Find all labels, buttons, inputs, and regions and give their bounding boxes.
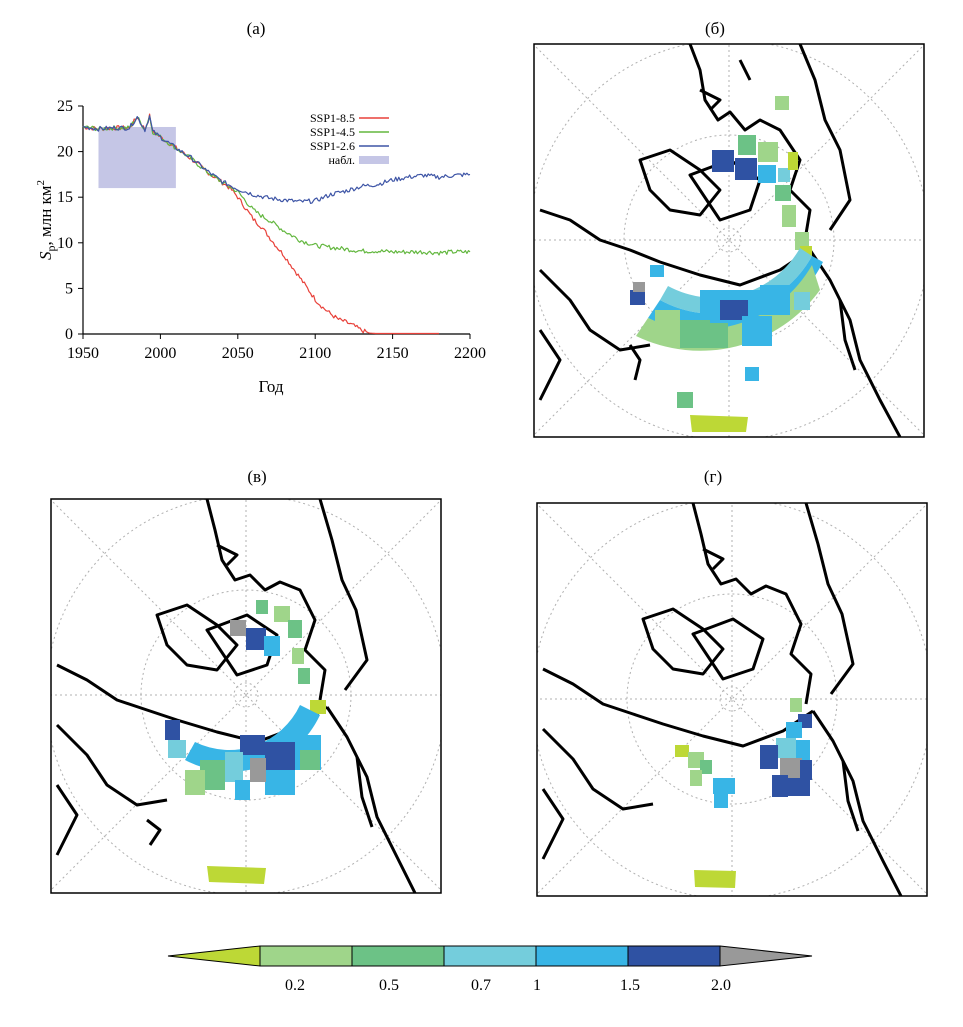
map-v-grid (51, 499, 441, 893)
y-axis-label-rest: , млн км (36, 185, 55, 245)
legend: SSP1-8.5 SSP1-4.5 SSP1-2.6 набл. (310, 111, 389, 167)
panel-g: (г) (536, 467, 928, 897)
panel-a: (а) 1950 2000 2050 2100 2150 2200 0 5 10 15 20 25 Г… (35, 19, 486, 396)
x-tick-label: 2050 (222, 345, 254, 362)
colorbar-tick: 0.2 (285, 977, 305, 994)
series-line-SSP1-2.6 (82, 115, 471, 204)
panel-g-label: (г) (704, 467, 722, 486)
colorbar-tick: 1.5 (620, 977, 640, 994)
legend-label-ssp45: SSP1-4.5 (310, 125, 355, 139)
map-g-cells (675, 698, 812, 888)
map-b-coastlines (538, 44, 902, 437)
y-axis-label-sup: 2 (35, 180, 47, 186)
map-b-cells (630, 96, 823, 432)
y-tick-label: 10 (57, 235, 73, 252)
y-tick-label: 5 (65, 280, 73, 297)
colorbar-tick: 2.0 (711, 977, 731, 994)
line-chart: 1950 2000 2050 2100 2150 2200 0 5 10 15 20 25 (57, 98, 486, 362)
colorbar-tick: 1 (533, 977, 541, 994)
y-axis-label-sub: р (44, 246, 58, 252)
panel-a-label: (а) (247, 19, 266, 38)
colorbar-extend-low (167, 945, 261, 967)
colorbar-segment-5 (627, 945, 721, 967)
x-tick-label: 2150 (377, 345, 409, 362)
legend-label-ssp26: SSP1-2.6 (310, 139, 355, 153)
colorbar-tick: 0.7 (471, 977, 491, 994)
map-v-frame (50, 498, 442, 894)
map-b-grid (534, 44, 924, 437)
y-axis-label: Sр, млн км2 (35, 180, 58, 260)
y-tick-label: 0 (65, 326, 73, 343)
colorbar-segment-1 (259, 945, 353, 967)
x-axis-label: Год (259, 377, 284, 396)
panel-v: (в) (50, 467, 442, 894)
colorbar-segment-4 (535, 945, 629, 967)
map-g-grid (537, 503, 927, 896)
map-g-frame (536, 502, 928, 897)
colorbar-tick: 0.5 (379, 977, 399, 994)
y-axis-label-main: S (36, 251, 55, 260)
map-g (537, 503, 927, 896)
map-b-frame (533, 43, 925, 438)
y-tick-label: 25 (57, 98, 73, 115)
panel-v-label: (в) (247, 467, 266, 486)
y-tick-label: 20 (57, 144, 73, 161)
map-b (534, 44, 924, 437)
legend-swatch-obs (359, 156, 389, 164)
colorbar-extend-high (719, 945, 813, 967)
map-v (51, 499, 441, 893)
legend-label-obs: набл. (328, 153, 355, 167)
x-tick-label: 2200 (454, 345, 486, 362)
x-tick-label: 1950 (67, 345, 99, 362)
observed-band (98, 126, 176, 189)
map-v-cells (165, 600, 326, 884)
x-tick-label: 2000 (144, 345, 176, 362)
colorbar-segment-2 (351, 945, 445, 967)
map-g-coastlines (541, 503, 903, 896)
legend-label-ssp85: SSP1-8.5 (310, 111, 355, 125)
panel-b: (б) (533, 19, 925, 438)
x-tick-label: 2100 (299, 345, 331, 362)
y-tick-label: 15 (57, 189, 73, 206)
colorbar-segment-3 (443, 945, 537, 967)
colorbar: 0.2 0.5 0.7 1 1.5 2.0 (167, 945, 813, 994)
panel-b-label: (б) (705, 19, 725, 38)
